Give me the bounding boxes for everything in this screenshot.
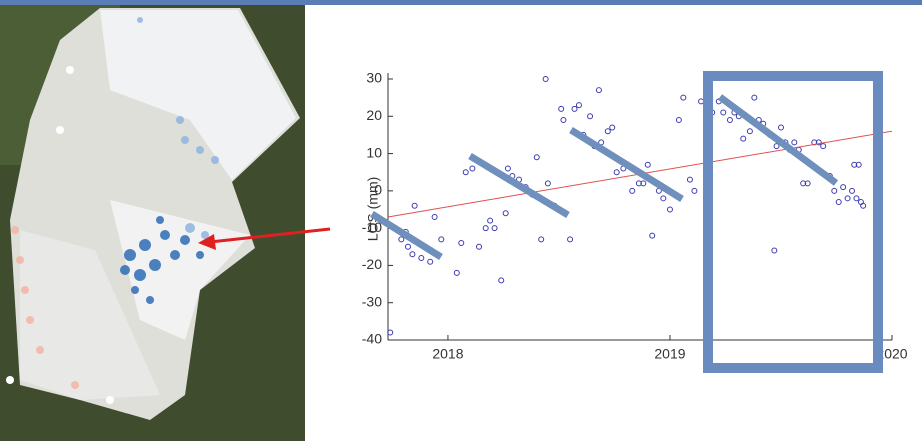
data-point: [588, 114, 593, 119]
data-point: [561, 118, 566, 123]
satellite-image: [0, 5, 305, 441]
data-point: [539, 237, 544, 242]
data-point: [545, 181, 550, 186]
data-point: [727, 118, 732, 123]
data-point: [854, 196, 859, 201]
data-point: [741, 136, 746, 141]
data-point: [681, 95, 686, 100]
figure: -40-30-20-100102030201820192020 LOS (mm): [0, 0, 922, 441]
data-point: [850, 188, 855, 193]
data-point: [454, 270, 459, 275]
data-point: [667, 207, 672, 212]
data-point: [505, 166, 510, 171]
data-point: [534, 155, 539, 160]
data-point: [596, 88, 601, 93]
data-point: [470, 166, 475, 171]
data-point: [661, 196, 666, 201]
data-point: [503, 211, 508, 216]
data-point: [630, 188, 635, 193]
data-point: [483, 226, 488, 231]
data-point: [845, 196, 850, 201]
data-point: [405, 244, 410, 249]
data-point: [488, 218, 493, 223]
data-point: [792, 140, 797, 145]
y-tick-label: 10: [366, 144, 382, 160]
y-tick-label: 30: [366, 70, 382, 86]
data-point: [747, 129, 752, 134]
data-point: [772, 248, 777, 253]
data-point: [832, 188, 837, 193]
data-point: [432, 214, 437, 219]
data-point: [721, 110, 726, 115]
data-point: [477, 244, 482, 249]
data-point: [428, 259, 433, 264]
data-point: [821, 144, 826, 149]
data-point: [499, 278, 504, 283]
data-point: [492, 226, 497, 231]
data-point: [676, 118, 681, 123]
y-axis-label: LOS (mm): [365, 177, 381, 242]
page: {"chart_data": {"type": "scatter", "ylab…: [0, 0, 922, 441]
top-bar: [0, 0, 922, 5]
data-point: [399, 237, 404, 242]
data-point: [412, 203, 417, 208]
data-point: [650, 233, 655, 238]
data-point: [699, 99, 704, 104]
data-point: [687, 177, 692, 182]
data-point: [841, 185, 846, 190]
y-tick-label: -30: [362, 293, 382, 309]
data-point: [752, 95, 757, 100]
data-point: [439, 237, 444, 242]
x-tick-label: 2019: [654, 346, 685, 362]
data-point: [543, 77, 548, 82]
data-point: [419, 255, 424, 260]
data-point: [576, 103, 581, 108]
data-point: [836, 200, 841, 205]
y-tick-label: 20: [366, 107, 382, 123]
data-point: [614, 170, 619, 175]
data-point: [559, 106, 564, 111]
data-point: [459, 241, 464, 246]
y-tick-label: -20: [362, 256, 382, 272]
data-point: [568, 237, 573, 242]
data-point: [692, 188, 697, 193]
y-tick-label: -40: [362, 331, 382, 347]
x-tick-label: 2018: [432, 346, 463, 362]
data-point: [463, 170, 468, 175]
data-point: [645, 162, 650, 167]
data-point: [572, 106, 577, 111]
highlight-box: [708, 76, 878, 368]
data-point: [778, 125, 783, 130]
data-point: [410, 252, 415, 257]
data-point: [610, 125, 615, 130]
data-point: [605, 129, 610, 134]
trend-highlights: [372, 97, 836, 257]
